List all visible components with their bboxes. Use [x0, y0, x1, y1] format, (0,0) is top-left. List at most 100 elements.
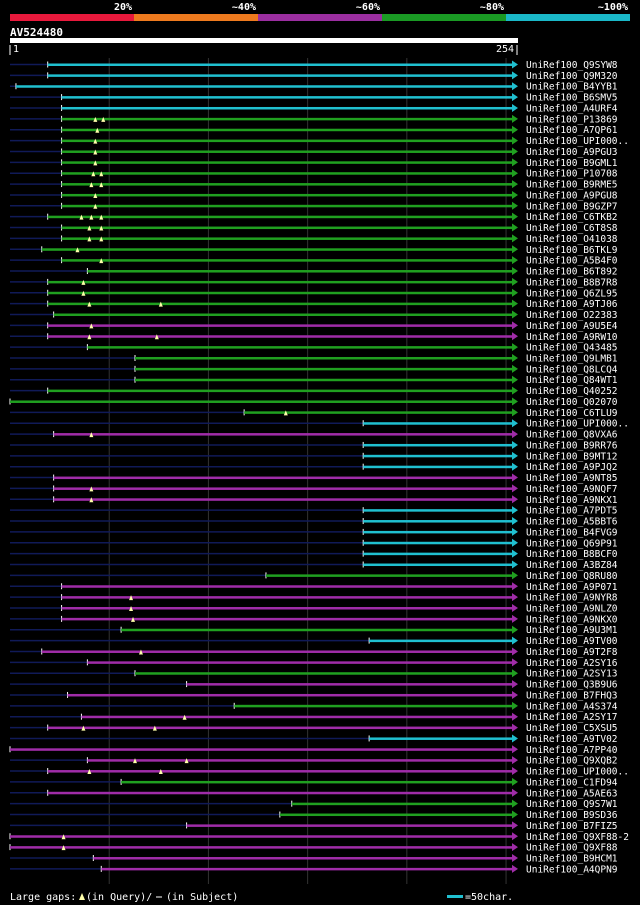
hit-label[interactable]: UniRef100_B9HCM1 [526, 854, 618, 865]
hit-label[interactable]: UniRef100_A4URF4 [526, 103, 618, 114]
hit-arrow [512, 245, 518, 254]
hit-label[interactable]: UniRef100_A9U3M1 [526, 625, 618, 636]
hit-label[interactable]: UniRef100_Q8LCQ4 [526, 364, 618, 375]
hit-label[interactable]: UniRef100_B6TKL9 [526, 245, 618, 256]
hit-arrow [512, 136, 518, 145]
hit-row: UniRef100_Q6ZL95 [10, 288, 618, 299]
hit-label[interactable]: UniRef100_A7QP61 [526, 125, 618, 136]
hit-label[interactable]: UniRef100_B4FVG9 [526, 527, 618, 538]
hit-label[interactable]: UniRef100_P13869 [526, 114, 618, 125]
hit-label[interactable]: UniRef100_Q40252 [526, 386, 618, 397]
hit-label[interactable]: UniRef100_A9NKX0 [526, 614, 618, 625]
hit-label[interactable]: UniRef100_B6T892 [526, 267, 618, 278]
hit-label[interactable]: UniRef100_A5B4F0 [526, 256, 618, 267]
hit-label[interactable]: UniRef100_B8BCF0 [526, 549, 618, 560]
hit-label[interactable]: UniRef100_A2SY16 [526, 658, 618, 669]
hit-row: UniRef100_A9NKX1 [10, 495, 618, 506]
hit-row: UniRef100_A2SY16 [10, 658, 618, 669]
hit-label[interactable]: UniRef100_C6TLU9 [526, 408, 618, 419]
hit-row: UniRef100_Q9LMB1 [10, 353, 618, 364]
hit-label[interactable]: UniRef100_B8B7R8 [526, 277, 618, 288]
hit-label[interactable]: UniRef100_Q69P91 [526, 538, 618, 549]
hit-label[interactable]: UniRef100_Q02070 [526, 397, 618, 408]
hit-row: UniRef100_B7FIZ5 [10, 821, 618, 832]
hit-bar [10, 835, 512, 838]
hit-label[interactable]: UniRef100_A9NKX1 [526, 495, 618, 506]
hit-label[interactable]: UniRef100_C5XSU5 [526, 723, 618, 734]
hit-row: UniRef100_Q9M320 [10, 71, 618, 82]
hit-label[interactable]: UniRef100_A2SY17 [526, 712, 618, 723]
hit-label[interactable]: UniRef100_B4YYB1 [526, 82, 618, 93]
hit-label[interactable]: UniRef100_B9MT12 [526, 451, 618, 462]
gap-marker [93, 160, 98, 166]
hit-label[interactable]: UniRef100_A9P071 [526, 582, 618, 593]
hit-arrow [512, 82, 518, 91]
hit-label[interactable]: UniRef100_O41038 [526, 234, 618, 245]
hit-label[interactable]: UniRef100_Q9XQB2 [526, 756, 618, 767]
hit-label[interactable]: UniRef100_C6TKB2 [526, 212, 618, 223]
hit-label[interactable]: UniRef100_UPI000.. [526, 767, 629, 778]
hit-label[interactable]: UniRef100_Q9M320 [526, 71, 618, 82]
hit-label[interactable]: UniRef100_Q3B9U6 [526, 680, 618, 691]
hit-row: UniRef100_A9PJQ2 [10, 462, 618, 473]
hit-label[interactable]: UniRef100_A9T2F8 [526, 647, 618, 658]
hit-label[interactable]: UniRef100_A3BZ84 [526, 560, 618, 571]
hit-label[interactable]: UniRef100_A9PGU3 [526, 147, 618, 158]
hit-label[interactable]: UniRef100_Q8RU80 [526, 571, 618, 582]
hit-label[interactable]: UniRef100_UPI000.. [526, 136, 629, 147]
gap-marker [93, 203, 98, 209]
hit-label[interactable]: UniRef100_Q9S7W1 [526, 799, 618, 810]
gap-marker [93, 192, 98, 198]
hit-label[interactable]: UniRef100_C6T8S8 [526, 223, 618, 234]
hit-label[interactable]: UniRef100_B9GML1 [526, 158, 618, 169]
hit-arrow [512, 93, 518, 102]
hit-label[interactable]: UniRef100_Q9XF88 [526, 843, 618, 854]
hit-label[interactable]: UniRef100_B9RME5 [526, 180, 618, 191]
hit-label[interactable]: UniRef100_P10708 [526, 169, 618, 180]
hit-bar [186, 683, 512, 686]
hit-label[interactable]: UniRef100_B7FHQ3 [526, 690, 618, 701]
hit-row: UniRef100_B9RME5 [10, 180, 618, 191]
hit-label[interactable]: UniRef100_B9GZP7 [526, 201, 618, 212]
hit-label[interactable]: UniRef100_A4QPN9 [526, 864, 618, 875]
hit-label[interactable]: UniRef100_UPI000.. [526, 419, 629, 430]
hit-label[interactable]: UniRef100_A5AE63 [526, 788, 618, 799]
hit-label[interactable]: UniRef100_A9NLZ0 [526, 604, 618, 615]
hit-label[interactable]: UniRef100_A2SY13 [526, 669, 618, 680]
hit-bar [363, 465, 512, 469]
hit-label[interactable]: UniRef100_B9RR76 [526, 440, 618, 451]
hit-label[interactable]: UniRef100_C1FD94 [526, 777, 618, 788]
hit-label[interactable]: UniRef100_B6SMV5 [526, 93, 618, 104]
hit-label[interactable]: UniRef100_A9RW10 [526, 332, 618, 343]
hit-label[interactable]: UniRef100_Q9XF88-2 [526, 832, 629, 843]
hit-label[interactable]: UniRef100_A9NQF7 [526, 484, 618, 495]
hit-label[interactable]: UniRef100_A9U5E4 [526, 321, 618, 332]
hit-label[interactable]: UniRef100_A9TV02 [526, 734, 618, 745]
hit-label[interactable]: UniRef100_B7FIZ5 [526, 821, 618, 832]
hit-row: UniRef100_O41038 [10, 234, 618, 245]
hit-label[interactable]: UniRef100_Q9LMB1 [526, 353, 618, 364]
legend-scale-bar-label: =50char. [465, 892, 513, 903]
hit-label[interactable]: UniRef100_A4S374 [526, 701, 618, 712]
gap-marker [129, 595, 134, 601]
hit-row: UniRef100_O22383 [10, 310, 618, 321]
hit-row: UniRef100_B9RR76 [10, 440, 618, 451]
hit-label[interactable]: UniRef100_A9TV00 [526, 636, 618, 647]
hit-label[interactable]: UniRef100_Q9SYW8 [526, 60, 618, 71]
hit-label[interactable]: UniRef100_A9TJ06 [526, 299, 618, 310]
hit-label[interactable]: UniRef100_A9PGU8 [526, 190, 618, 201]
hit-label[interactable]: UniRef100_A9NYR8 [526, 593, 618, 604]
hit-label[interactable]: UniRef100_O22383 [526, 310, 618, 321]
hit-label[interactable]: UniRef100_A7PDT5 [526, 506, 618, 517]
hit-label[interactable]: UniRef100_Q84WT1 [526, 375, 618, 386]
gap-marker [89, 486, 94, 492]
hit-label[interactable]: UniRef100_A9PJQ2 [526, 462, 618, 473]
hit-label[interactable]: UniRef100_B9SD36 [526, 810, 618, 821]
hit-arrow [512, 636, 518, 645]
hit-label[interactable]: UniRef100_Q43485 [526, 343, 618, 354]
hit-label[interactable]: UniRef100_A9NT85 [526, 473, 618, 484]
hit-label[interactable]: UniRef100_Q6ZL95 [526, 288, 618, 299]
hit-label[interactable]: UniRef100_A5BBT6 [526, 517, 618, 528]
hit-label[interactable]: UniRef100_Q8VXA6 [526, 430, 618, 441]
hit-label[interactable]: UniRef100_A7PP40 [526, 745, 618, 756]
